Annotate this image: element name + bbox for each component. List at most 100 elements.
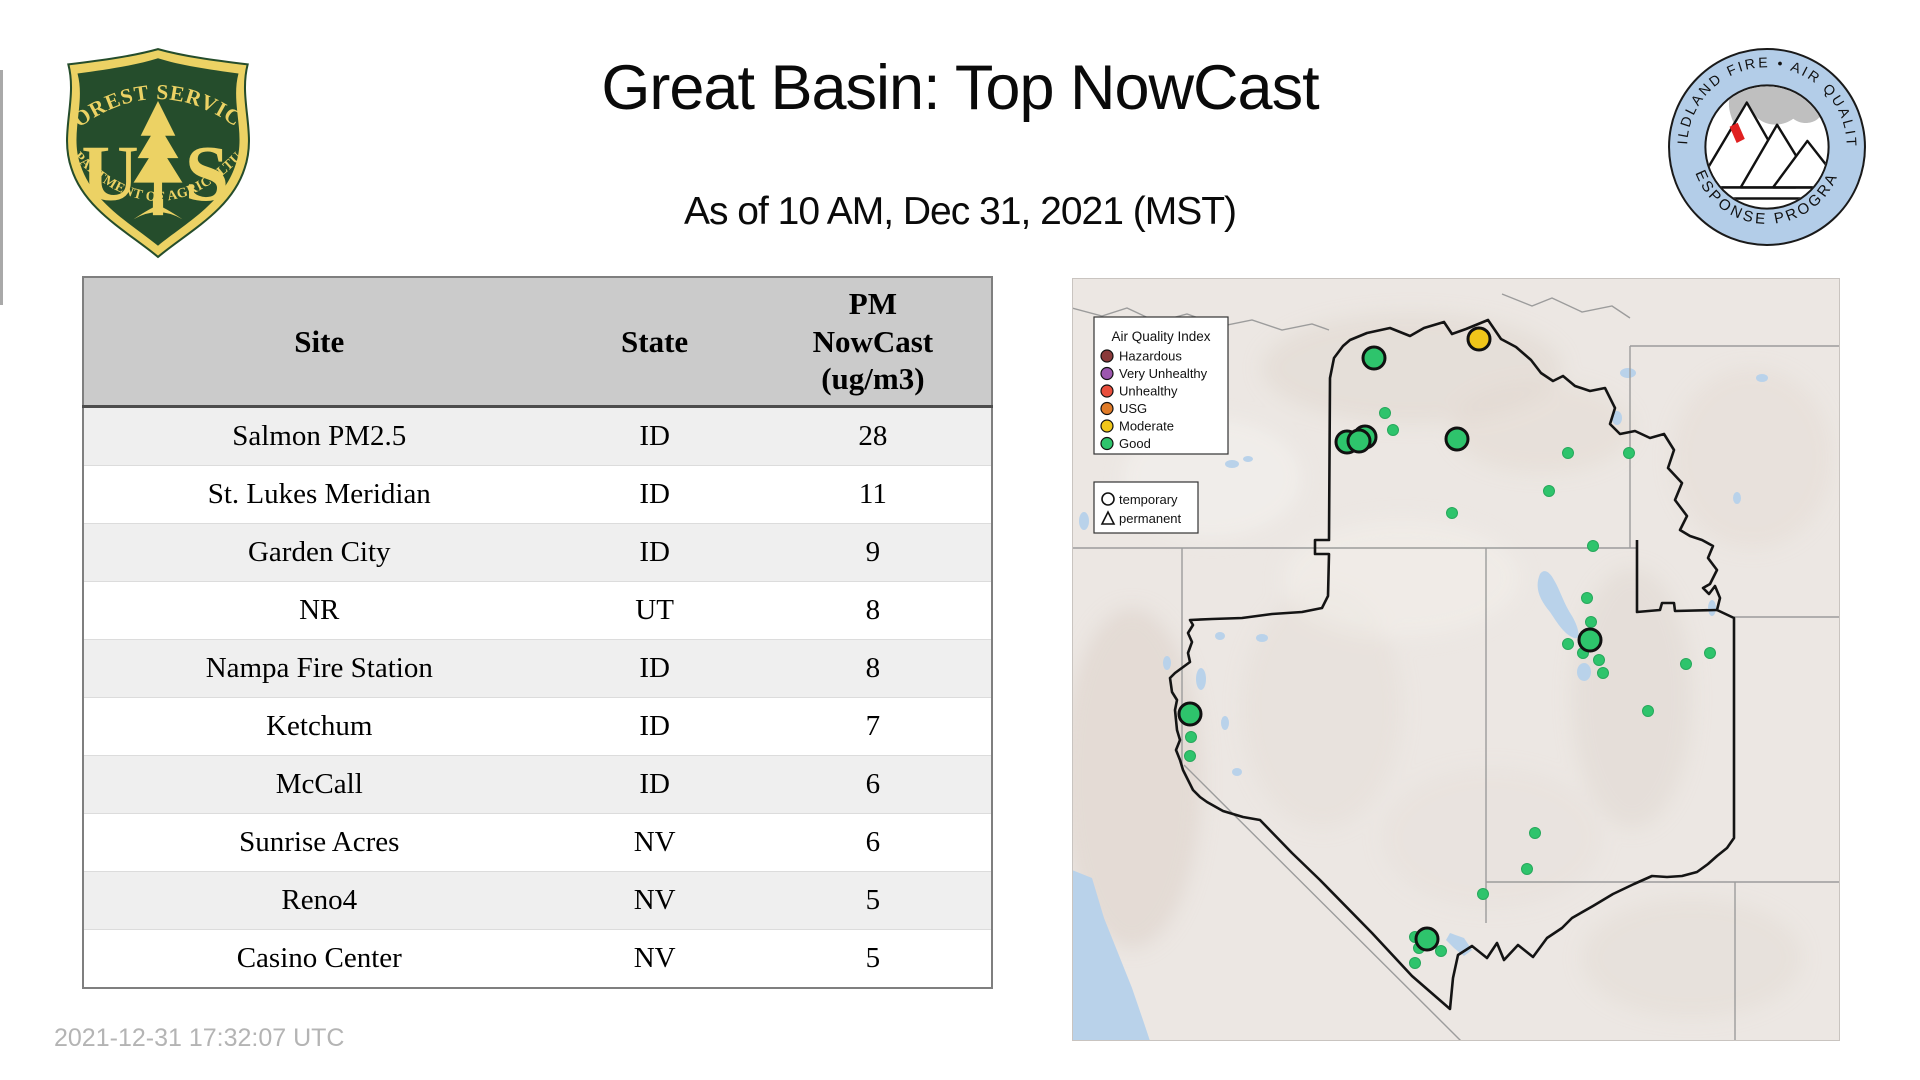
aqi-label: Very Unhealthy bbox=[1119, 366, 1208, 381]
cell-site: Ketchum bbox=[83, 697, 555, 756]
monitor-marker-dot bbox=[1623, 447, 1635, 459]
temporary-label: temporary bbox=[1119, 492, 1178, 507]
monitor-marker-temporary bbox=[1361, 345, 1387, 371]
monitor-marker-dot bbox=[1587, 540, 1599, 552]
aqi-label: Moderate bbox=[1119, 419, 1174, 434]
cell-state: ID bbox=[554, 755, 755, 814]
aqi-label: Good bbox=[1119, 436, 1151, 451]
cell-pm: 7 bbox=[754, 697, 992, 756]
aqi-swatch-unhealthy bbox=[1100, 384, 1114, 398]
cell-site: Sunrise Acres bbox=[83, 813, 555, 872]
fs-letter-s: S bbox=[185, 130, 229, 218]
symbol-legend: temporary permanent bbox=[1093, 481, 1199, 534]
col-header-site: Site bbox=[83, 277, 555, 408]
great-basin-map: Air Quality Index Hazardous Very Unhealth… bbox=[1062, 278, 1840, 1042]
col-header-state: State bbox=[554, 277, 755, 408]
col-header-pm-nowcast: PM NowCast (ug/m3) bbox=[754, 277, 992, 408]
monitor-marker-dot bbox=[1704, 647, 1716, 659]
cell-state: NV bbox=[554, 871, 755, 930]
cell-state: ID bbox=[554, 523, 755, 582]
monitor-marker-temporary bbox=[1577, 627, 1603, 653]
cell-state: ID bbox=[554, 639, 755, 698]
monitor-marker-dot bbox=[1562, 638, 1574, 650]
monitor-marker-temporary bbox=[1346, 428, 1372, 454]
table-row: Sunrise Acres NV 6 bbox=[83, 813, 992, 872]
cell-state: ID bbox=[554, 697, 755, 756]
aqi-label: Hazardous bbox=[1119, 349, 1182, 364]
monitor-marker-temporary bbox=[1414, 926, 1440, 952]
monitor-marker-dot bbox=[1562, 447, 1574, 459]
monitor-marker-dot bbox=[1597, 667, 1609, 679]
monitor-marker-dot bbox=[1581, 592, 1593, 604]
aqi-swatch-usg bbox=[1100, 401, 1114, 416]
great-basin-boundary bbox=[1168, 318, 1736, 1011]
monitor-marker-dot bbox=[1585, 616, 1597, 628]
aqi-label: USG bbox=[1119, 401, 1147, 416]
monitor-marker-dot bbox=[1593, 654, 1605, 666]
monitor-marker-dot bbox=[1185, 731, 1197, 743]
monitor-marker-dot bbox=[1379, 407, 1391, 419]
table-header-row: Site State PM NowCast (ug/m3) bbox=[83, 277, 992, 408]
cell-site: Garden City bbox=[83, 523, 555, 582]
cell-pm: 6 bbox=[754, 755, 992, 814]
monitor-marker-dot bbox=[1521, 863, 1533, 875]
monitor-marker-dot bbox=[1184, 750, 1196, 762]
monitor-marker-dot bbox=[1446, 507, 1458, 519]
cell-site: NR bbox=[83, 581, 555, 640]
monitor-marker-dot bbox=[1642, 705, 1654, 717]
forest-service-logo: FOREST SERVICE U S DEPARTMENT OF AGRICUL… bbox=[48, 25, 261, 260]
table-row: Reno4 NV 5 bbox=[83, 871, 992, 930]
aqi-swatch-moderate bbox=[1100, 419, 1114, 433]
cell-state: NV bbox=[554, 929, 755, 988]
cell-state: ID bbox=[554, 406, 755, 466]
cell-pm: 5 bbox=[754, 871, 992, 930]
monitor-marker-dot bbox=[1477, 888, 1489, 900]
cell-pm: 9 bbox=[754, 523, 992, 582]
table-row: McCall ID 6 bbox=[83, 755, 992, 814]
cell-pm: 11 bbox=[754, 465, 992, 524]
fs-letter-u: U bbox=[81, 130, 138, 218]
page-title: Great Basin: Top NowCast bbox=[601, 53, 1319, 123]
monitor-marker-dot bbox=[1435, 945, 1447, 957]
monitor-marker-dot bbox=[1543, 485, 1555, 497]
table-row: Garden City ID 9 bbox=[83, 523, 992, 582]
aqi-legend-title: Air Quality Index bbox=[1111, 329, 1210, 344]
table-row: St. Lukes Meridian ID 11 bbox=[83, 465, 992, 524]
monitor-marker-dot bbox=[1409, 957, 1421, 969]
table-row: NR UT 8 bbox=[83, 581, 992, 640]
table-row: Nampa Fire Station ID 8 bbox=[83, 639, 992, 698]
monitor-marker-temporary bbox=[1444, 426, 1470, 452]
cell-pm: 8 bbox=[754, 581, 992, 640]
monitor-marker-temporary bbox=[1466, 326, 1492, 352]
cell-pm: 5 bbox=[754, 929, 992, 988]
cell-site: McCall bbox=[83, 755, 555, 814]
forest-service-shield-icon: FOREST SERVICE U S DEPARTMENT OF AGRICUL… bbox=[48, 25, 250, 259]
permanent-label: permanent bbox=[1119, 511, 1182, 526]
cell-site: Casino Center bbox=[83, 929, 555, 988]
table-row: Casino Center NV 5 bbox=[83, 929, 992, 988]
wfaqrp-badge-icon: WILDLAND FIRE • AIR QUALITY RESPONSE PRO… bbox=[1658, 33, 1866, 246]
aqi-swatch-good bbox=[1100, 436, 1114, 451]
fs-tree-icon bbox=[133, 101, 183, 220]
monitor-marker-temporary bbox=[1177, 701, 1203, 727]
cell-state: NV bbox=[554, 813, 755, 872]
monitor-markers bbox=[1177, 326, 1716, 969]
nowcast-table: Site State PM NowCast (ug/m3) Salmon PM2… bbox=[82, 276, 993, 989]
water-bodies bbox=[1072, 368, 1768, 1041]
cell-site: Nampa Fire Station bbox=[83, 639, 555, 698]
table-row: Salmon PM2.5 ID 28 bbox=[83, 406, 992, 466]
state-borders bbox=[1071, 293, 1840, 1042]
cell-site: Reno4 bbox=[83, 871, 555, 930]
cell-state: ID bbox=[554, 465, 755, 524]
cell-pm: 6 bbox=[754, 813, 992, 872]
temporary-symbol-icon bbox=[1101, 492, 1115, 506]
aqi-swatch-hazardous bbox=[1100, 349, 1114, 363]
cell-pm: 28 bbox=[754, 406, 992, 466]
wfaqrp-logo: WILDLAND FIRE • AIR QUALITY RESPONSE PRO… bbox=[1658, 33, 1868, 248]
cell-pm: 8 bbox=[754, 639, 992, 698]
monitor-marker-dot bbox=[1529, 827, 1541, 839]
fire-icon bbox=[1729, 122, 1745, 143]
aqi-label: Unhealthy bbox=[1119, 384, 1178, 399]
cell-site: Salmon PM2.5 bbox=[83, 406, 555, 466]
cell-state: UT bbox=[554, 581, 755, 640]
